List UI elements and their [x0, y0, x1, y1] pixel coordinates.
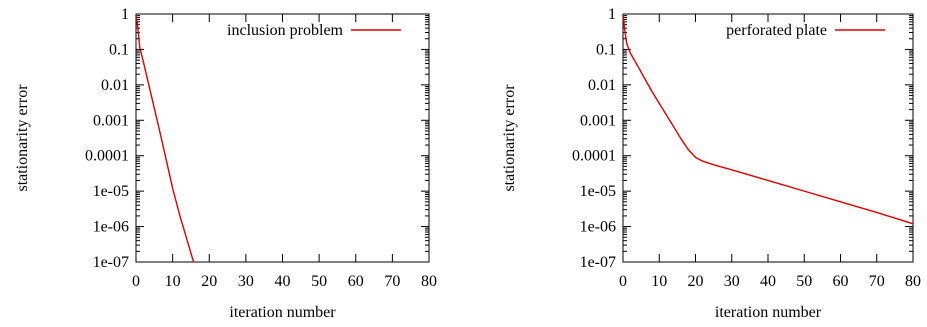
y-tick-label: 1e-06 [580, 219, 616, 236]
y-tick-label: 0.0001 [572, 148, 616, 165]
y-tick-label: 0.001 [93, 112, 129, 129]
y-tick-label: 1e-06 [93, 219, 129, 236]
y-axis-label: stationarity error [501, 84, 518, 192]
x-ticks: 0 10 20 30 40 50 60 70 80 [619, 14, 921, 290]
x-tick-label: 40 [275, 273, 291, 290]
y-tick-label: 0.0001 [85, 148, 129, 165]
x-tick-label: 0 [132, 273, 140, 290]
x-ticks: 0 10 20 30 40 50 60 70 80 [132, 14, 437, 290]
x-tick-label: 20 [201, 273, 217, 290]
x-axis-label: iteration number [715, 304, 822, 321]
x-tick-label: 40 [760, 273, 776, 290]
x-tick-label: 30 [724, 273, 740, 290]
x-tick-label: 10 [165, 273, 181, 290]
x-tick-label: 80 [421, 273, 437, 290]
y-tick-label: 1 [121, 6, 129, 23]
legend: inclusion problem [227, 22, 401, 39]
x-tick-label: 70 [869, 273, 885, 290]
plot-frame [622, 13, 914, 263]
legend-label: inclusion problem [227, 22, 344, 39]
chart-inclusion-problem: 1e-07 1e-06 1e-05 0.0001 0.001 0.01 0.1 1 0 10 20… [14, 6, 437, 321]
y-tick-label: 0.1 [109, 41, 129, 58]
y-tick-label: 0.001 [580, 112, 616, 129]
legend: perforated plate [726, 22, 885, 39]
x-tick-label: 30 [238, 273, 254, 290]
x-tick-label: 10 [651, 273, 667, 290]
legend-label: perforated plate [726, 22, 827, 39]
y-tick-label: 0.01 [101, 77, 129, 94]
x-tick-label: 50 [311, 273, 327, 290]
y-tick-label: 0.01 [588, 77, 616, 94]
x-tick-label: 50 [796, 273, 812, 290]
y-ticks: 1e-07 1e-06 1e-05 0.0001 0.001 0.01 0.1 1 [85, 6, 429, 271]
x-tick-label: 70 [384, 273, 400, 290]
y-tick-label: 1e-05 [580, 183, 616, 200]
series-group [623, 14, 913, 225]
chart-perforated-plate: 1e-07 1e-06 1e-05 0.0001 0.001 0.01 0.1 1 0 10 20… [501, 6, 921, 321]
x-tick-label: 60 [348, 273, 364, 290]
y-tick-label: 0.1 [596, 41, 616, 58]
x-axis-label: iteration number [229, 304, 336, 321]
y-axis-label: stationarity error [14, 84, 31, 192]
series-line-0 [136, 14, 199, 262]
y-ticks: 1e-07 1e-06 1e-05 0.0001 0.001 0.01 0.1 1 [572, 6, 913, 271]
x-tick-label: 0 [619, 273, 627, 290]
x-tick-label: 80 [905, 273, 921, 290]
y-tick-label: 1e-07 [93, 254, 129, 271]
plot-frame [135, 13, 430, 263]
y-tick-label: 1e-05 [93, 183, 129, 200]
x-tick-label: 20 [688, 273, 704, 290]
series-line-0 [623, 14, 913, 225]
x-tick-label: 60 [833, 273, 849, 290]
series-group [136, 14, 199, 262]
y-tick-label: 1e-07 [580, 254, 616, 271]
y-tick-label: 1 [608, 6, 616, 23]
